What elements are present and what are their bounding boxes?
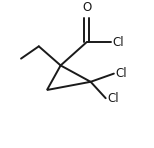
- Text: Cl: Cl: [115, 67, 127, 80]
- Text: Cl: Cl: [112, 36, 124, 49]
- Text: Cl: Cl: [107, 92, 119, 105]
- Text: O: O: [82, 1, 91, 14]
